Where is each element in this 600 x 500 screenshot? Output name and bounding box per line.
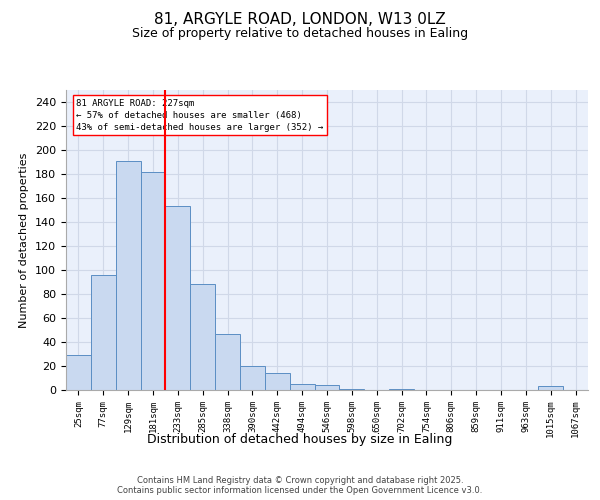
Bar	[66, 355, 91, 390]
Bar	[389, 389, 414, 390]
Bar	[190, 284, 215, 390]
Text: 81, ARGYLE ROAD, LONDON, W13 0LZ: 81, ARGYLE ROAD, LONDON, W13 0LZ	[154, 12, 446, 28]
Bar	[538, 386, 563, 390]
Bar	[166, 206, 190, 390]
Y-axis label: Number of detached properties: Number of detached properties	[19, 152, 29, 328]
Text: Distribution of detached houses by size in Ealing: Distribution of detached houses by size …	[148, 432, 452, 446]
Bar	[340, 389, 364, 390]
Bar	[91, 275, 116, 390]
Bar	[290, 384, 314, 390]
Bar	[265, 373, 290, 390]
Bar	[116, 161, 140, 390]
Bar	[140, 172, 166, 390]
Text: 81 ARGYLE ROAD: 227sqm
← 57% of detached houses are smaller (468)
43% of semi-de: 81 ARGYLE ROAD: 227sqm ← 57% of detached…	[76, 99, 323, 132]
Bar	[314, 385, 340, 390]
Text: Contains HM Land Registry data © Crown copyright and database right 2025.
Contai: Contains HM Land Registry data © Crown c…	[118, 476, 482, 495]
Text: Size of property relative to detached houses in Ealing: Size of property relative to detached ho…	[132, 28, 468, 40]
Bar	[240, 366, 265, 390]
Bar	[215, 334, 240, 390]
